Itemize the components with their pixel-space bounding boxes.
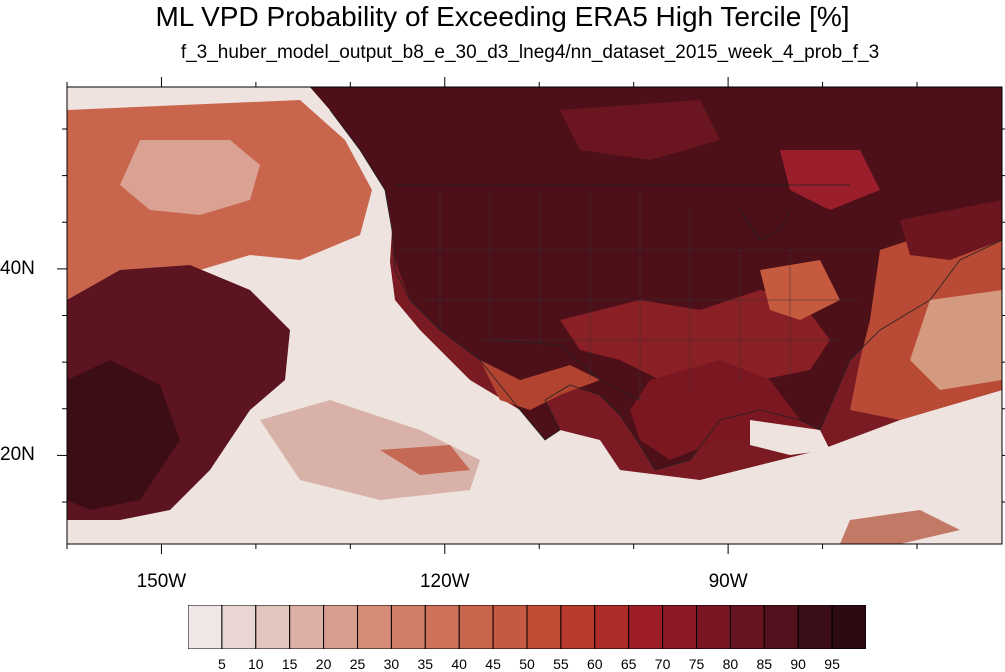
colorbar-swatch — [255, 605, 291, 649]
colorbar-swatch — [729, 605, 765, 649]
colorbar-level-label: 80 — [722, 656, 739, 672]
colorbar-swatch — [797, 605, 833, 649]
colorbar-level-label: 65 — [620, 656, 637, 672]
lat-tick-label: 20N — [0, 444, 35, 466]
ocean-darkest-west — [67, 360, 180, 510]
ocean-orange-streak — [380, 445, 470, 475]
colorbar-swatch — [628, 605, 664, 649]
caribbean-low — [750, 420, 830, 455]
lon-tick-label: 90W — [708, 571, 748, 592]
colorbar-swatch — [390, 605, 426, 649]
colorbar-swatch — [560, 605, 596, 649]
colorbar-swatch — [696, 605, 731, 649]
colorbar-swatch — [831, 605, 866, 649]
colorbar-swatch — [492, 605, 528, 649]
colorbar-swatch — [289, 605, 325, 649]
lon-tick-label: 120W — [419, 571, 470, 592]
chart-subtitle: f_3_huber_model_output_b8_e_30_d3_lneg4/… — [180, 42, 880, 63]
state-lines — [400, 190, 880, 400]
lon-tick-label: 150W — [136, 571, 187, 592]
colorbar-level-label: 75 — [688, 656, 705, 672]
boundaries — [329, 109, 1002, 471]
colorbar-level-label: 5 — [217, 656, 226, 672]
ocean-atlantic-dark — [900, 200, 1002, 260]
us-mexico-border — [489, 339, 641, 401]
colorbar-swatch — [357, 605, 392, 649]
colorbar — [188, 605, 866, 649]
colorbar-level-label: 55 — [553, 656, 569, 672]
colorbar-level-label: 15 — [281, 656, 298, 672]
ocean-tan-patch — [260, 400, 480, 500]
colorbar-level-label: 50 — [519, 656, 535, 672]
colorbar-swatch — [188, 605, 223, 649]
colorbar-level-label: 85 — [756, 656, 773, 672]
ocean-southeast-patch — [840, 510, 960, 544]
colorbar-swatch — [458, 605, 494, 649]
land-orange-ohio — [760, 260, 840, 320]
colorbar-level-label: 40 — [451, 656, 467, 672]
colorbar-level-label: 35 — [417, 656, 434, 672]
colorbar-swatch — [594, 605, 630, 649]
colorbar-level-label: 30 — [383, 656, 400, 672]
land-canada-west — [560, 100, 720, 160]
chart-title: ML VPD Probability of Exceeding ERA5 Hig… — [155, 1, 850, 32]
colorbar-level-label: 20 — [315, 656, 332, 672]
colorbar-swatch — [323, 605, 359, 649]
colorbar-level-label: 95 — [824, 656, 840, 672]
colorbar-swatch — [526, 605, 562, 649]
colorbar-swatch — [662, 605, 698, 649]
colorbar-swatch — [221, 605, 257, 649]
colorbar-swatch — [763, 605, 799, 649]
colorbar-level-label: 60 — [587, 656, 603, 672]
map-field — [67, 87, 1002, 544]
lat-tick-label: 40N — [0, 257, 35, 279]
colorbar-level-label: 25 — [349, 656, 366, 672]
colorbar-level-label: 45 — [485, 656, 501, 672]
land-red-canada — [780, 150, 880, 210]
great-lakes — [739, 209, 791, 241]
colorbar-level-label: 70 — [654, 656, 671, 672]
colorbar-swatch — [424, 605, 460, 649]
coastline — [329, 109, 1002, 471]
ocean-atlantic-light — [910, 290, 1002, 390]
colorbar-level-label: 10 — [248, 656, 264, 672]
colorbar-level-label: 90 — [790, 656, 806, 672]
ocean-light-patch — [120, 140, 260, 215]
land-central-band — [560, 290, 830, 380]
